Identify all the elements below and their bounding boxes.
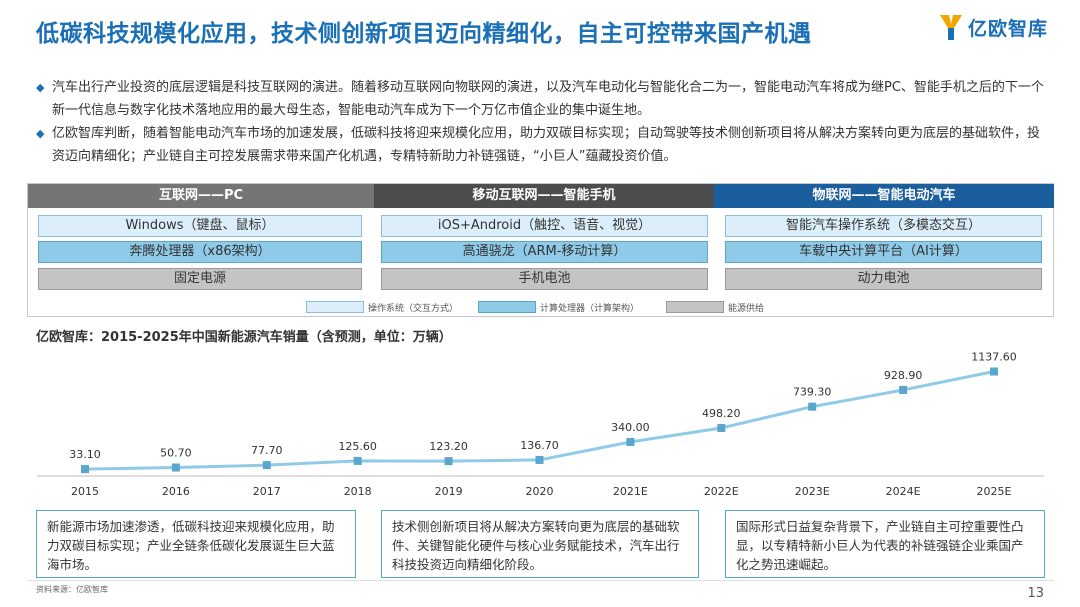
data-value-label: 739.30 xyxy=(793,386,832,399)
legend-cpu-label: 计算处理器（计算架构） xyxy=(540,303,640,314)
insight-box-lowcarbon: 新能源市场加速渗透，低碳科技迎来规模化应用，助力双碳目标实现；产业全链条低碳化发… xyxy=(36,510,356,578)
ev-sales-line-chart: 33.10 2015 50.70 2016 77.70 2017 125.60 2018 123… xyxy=(37,351,1044,498)
sales-series-line xyxy=(84,370,995,471)
footer-divider xyxy=(27,580,1054,581)
brand-logo: 亿欧智库 xyxy=(938,12,1048,42)
bullet-text: 亿欧智库判断，随着智能电动汽车市场的加速发展，低碳科技将迎来规模化应用，助力双碳… xyxy=(52,126,1041,164)
data-point-marker xyxy=(990,367,998,376)
x-tick-label: 2019 xyxy=(435,485,463,498)
x-tick-label: 2017 xyxy=(253,485,281,498)
data-point-marker xyxy=(626,437,635,446)
insight-box-innovation: 技术侧创新项目将从解决方案转向更为底层的基础软件、关键智能化硬件与核心业务赋能技… xyxy=(381,510,699,578)
x-tick-label: 2022E xyxy=(704,485,739,498)
data-value-label: 340.00 xyxy=(611,421,650,434)
data-value-label: 1137.60 xyxy=(971,351,1017,364)
summary-bullets: ◆ 汽车出行产业投资的底层逻辑是科技互联网的演进。随着移动互联网向物联网的演进，… xyxy=(36,76,1046,168)
x-tick-label: 2016 xyxy=(162,485,190,498)
x-tick-label: 2024E xyxy=(886,485,921,498)
iot-cpu-cell: 车载中央计算平台（AI计算） xyxy=(725,241,1042,263)
legend-os-swatch xyxy=(306,301,364,313)
x-tick-label: 2015 xyxy=(71,485,99,498)
data-value-label: 50.70 xyxy=(160,447,192,460)
legend-os-label: 操作系统（交互方式） xyxy=(368,303,459,314)
legend-cpu-swatch xyxy=(478,301,536,313)
era-comparison-grid: 互联网——PC 移动互联网——智能手机 物联网——智能电动汽车 Windows（… xyxy=(27,183,1054,317)
data-point-marker xyxy=(535,455,544,464)
data-value-label: 77.70 xyxy=(251,444,283,457)
legend-os: 操作系统（交互方式） xyxy=(306,300,458,314)
x-tick-label: 2021E xyxy=(613,485,648,498)
chart-title: 亿欧智库：2015-2025年中国新能源汽车销量（含预测，单位：万辆） xyxy=(36,330,452,345)
insight-box-localization: 国际形式日益复杂背景下，产业链自主可控重要性凸显，以专精特新小巨人为代表的补链强… xyxy=(725,510,1045,578)
page-title: 低碳科技规模化应用，技术侧创新项目迈向精细化，自主可控带来国产机遇 xyxy=(36,21,812,47)
pc-os-cell: Windows（键盘、鼠标） xyxy=(38,215,362,237)
iot-power-cell: 动力电池 xyxy=(725,268,1042,290)
data-value-label: 123.20 xyxy=(429,440,468,453)
data-value-label: 498.20 xyxy=(702,407,741,420)
data-value-label: 136.70 xyxy=(520,439,559,452)
iot-os-cell: 智能汽车操作系统（多模态交互） xyxy=(725,215,1042,237)
era-header-mobile: 移动互联网——智能手机 xyxy=(374,184,714,208)
diamond-bullet-icon: ◆ xyxy=(36,81,45,94)
data-point-marker xyxy=(717,423,726,432)
bullet-item: ◆ 汽车出行产业投资的底层逻辑是科技互联网的演进。随着移动互联网向物联网的演进，… xyxy=(36,76,1046,122)
data-point-marker xyxy=(808,402,817,411)
x-tick-label: 2023E xyxy=(795,485,830,498)
data-value-label: 33.10 xyxy=(69,448,101,461)
legend-power-label: 能源供给 xyxy=(728,303,765,314)
pc-power-cell: 固定电源 xyxy=(38,268,362,290)
data-point-marker xyxy=(444,457,453,466)
page-number: 13 xyxy=(1027,586,1044,601)
data-point-marker xyxy=(262,461,271,470)
mobile-os-cell: iOS+Android（触控、语音、视觉） xyxy=(381,215,708,237)
logo-mark-icon xyxy=(940,15,962,40)
pc-cpu-cell: 奔腾处理器（x86架构） xyxy=(38,241,362,263)
data-value-label: 125.60 xyxy=(338,440,377,453)
mobile-cpu-cell: 高通骁龙（ARM-移动计算） xyxy=(381,241,708,263)
era-header-pc: 互联网——PC xyxy=(28,184,374,208)
source-note: 资料来源：亿欧智库 xyxy=(36,585,108,594)
bullet-item: ◆ 亿欧智库判断，随着智能电动汽车市场的加速发展，低碳科技将迎来规模化应用，助力… xyxy=(36,122,1046,168)
x-tick-label: 2018 xyxy=(344,485,372,498)
legend-power: 能源供给 xyxy=(666,300,764,314)
bullet-text: 汽车出行产业投资的底层逻辑是科技互联网的演进。随着移动互联网向物联网的演进，以及… xyxy=(52,80,1044,118)
x-tick-label: 2020 xyxy=(526,485,554,498)
era-header-iot: 物联网——智能电动汽车 xyxy=(714,184,1054,208)
diamond-bullet-icon: ◆ xyxy=(36,127,45,140)
data-point-marker xyxy=(899,385,908,394)
data-point-marker xyxy=(81,465,89,474)
data-point-marker xyxy=(353,456,362,465)
legend-power-swatch xyxy=(666,301,724,313)
x-tick-label: 2025E xyxy=(977,485,1012,498)
data-value-label: 928.90 xyxy=(884,369,923,382)
legend-cpu: 计算处理器（计算架构） xyxy=(478,300,639,314)
data-point-marker xyxy=(171,463,180,472)
mobile-power-cell: 手机电池 xyxy=(381,268,708,290)
logo-text: 亿欧智库 xyxy=(968,17,1049,40)
